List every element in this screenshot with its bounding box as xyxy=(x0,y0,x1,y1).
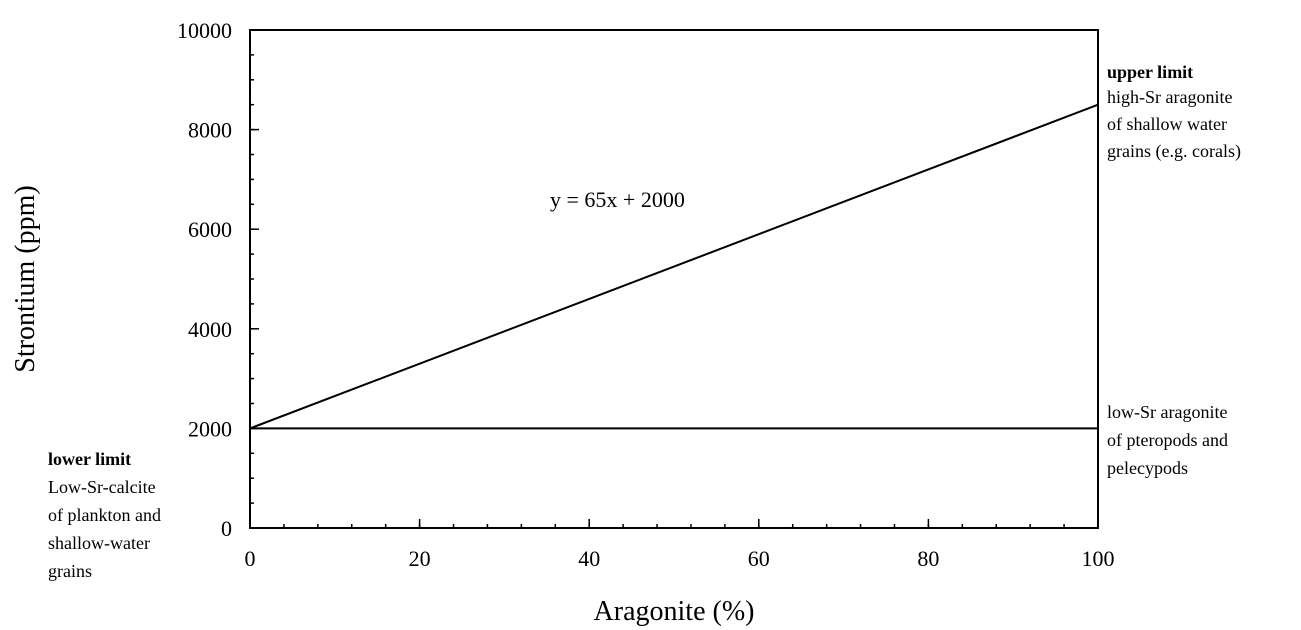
plot-frame xyxy=(249,29,1099,529)
x-tick-label: 20 xyxy=(409,546,431,571)
major-ticks xyxy=(249,29,1099,529)
lower-limit-line: shallow-water xyxy=(48,533,150,553)
equation-label: y = 65x + 2000 xyxy=(550,187,685,212)
minor-ticks xyxy=(249,29,1099,529)
lower-limit-line: Low-Sr-calcite xyxy=(48,477,156,497)
lower-limit-annotation: lower limit Low-Sr-calcite of plankton a… xyxy=(48,449,161,581)
x-axis-title: Aragonite (%) xyxy=(594,596,755,627)
y-tick-label: 8000 xyxy=(188,118,232,143)
y-tick-label: 4000 xyxy=(188,317,232,342)
low-sr-line: pelecypods xyxy=(1107,458,1188,478)
x-tick-label: 80 xyxy=(917,546,939,571)
x-tick-label: 60 xyxy=(748,546,770,571)
upper-limit-annotation: upper limit high-Sr aragonite of shallow… xyxy=(1107,62,1241,162)
tick-labels: 0 20 40 60 80 100 0 2000 4000 6000 8000 10000 xyxy=(177,18,1115,571)
series-lines xyxy=(249,103,1099,430)
y-tick-label: 0 xyxy=(221,516,232,541)
x-tick-label: 40 xyxy=(578,546,600,571)
x-tick-label: 100 xyxy=(1082,546,1115,571)
low-sr-line: of pteropods and xyxy=(1107,430,1228,450)
upper-trend-line xyxy=(249,103,1099,430)
y-tick-label: 2000 xyxy=(188,416,232,441)
lower-limit-line: of plankton and xyxy=(48,505,161,525)
lower-limit-title: lower limit xyxy=(48,449,131,469)
upper-limit-line: high-Sr aragonite xyxy=(1107,87,1232,107)
low-sr-line: low-Sr aragonite xyxy=(1107,402,1227,422)
lower-limit-line: grains xyxy=(48,561,92,581)
y-tick-label: 6000 xyxy=(188,217,232,242)
low-sr-annotation: low-Sr aragonite of pteropods and pelecy… xyxy=(1107,402,1228,478)
y-tick-label: 10000 xyxy=(177,18,232,43)
upper-limit-line: of shallow water xyxy=(1107,114,1227,134)
x-tick-label: 0 xyxy=(245,546,256,571)
y-axis-title: Strontium (ppm) xyxy=(10,185,41,372)
upper-limit-title: upper limit xyxy=(1107,62,1193,82)
upper-limit-line: grains (e.g. corals) xyxy=(1107,141,1241,162)
